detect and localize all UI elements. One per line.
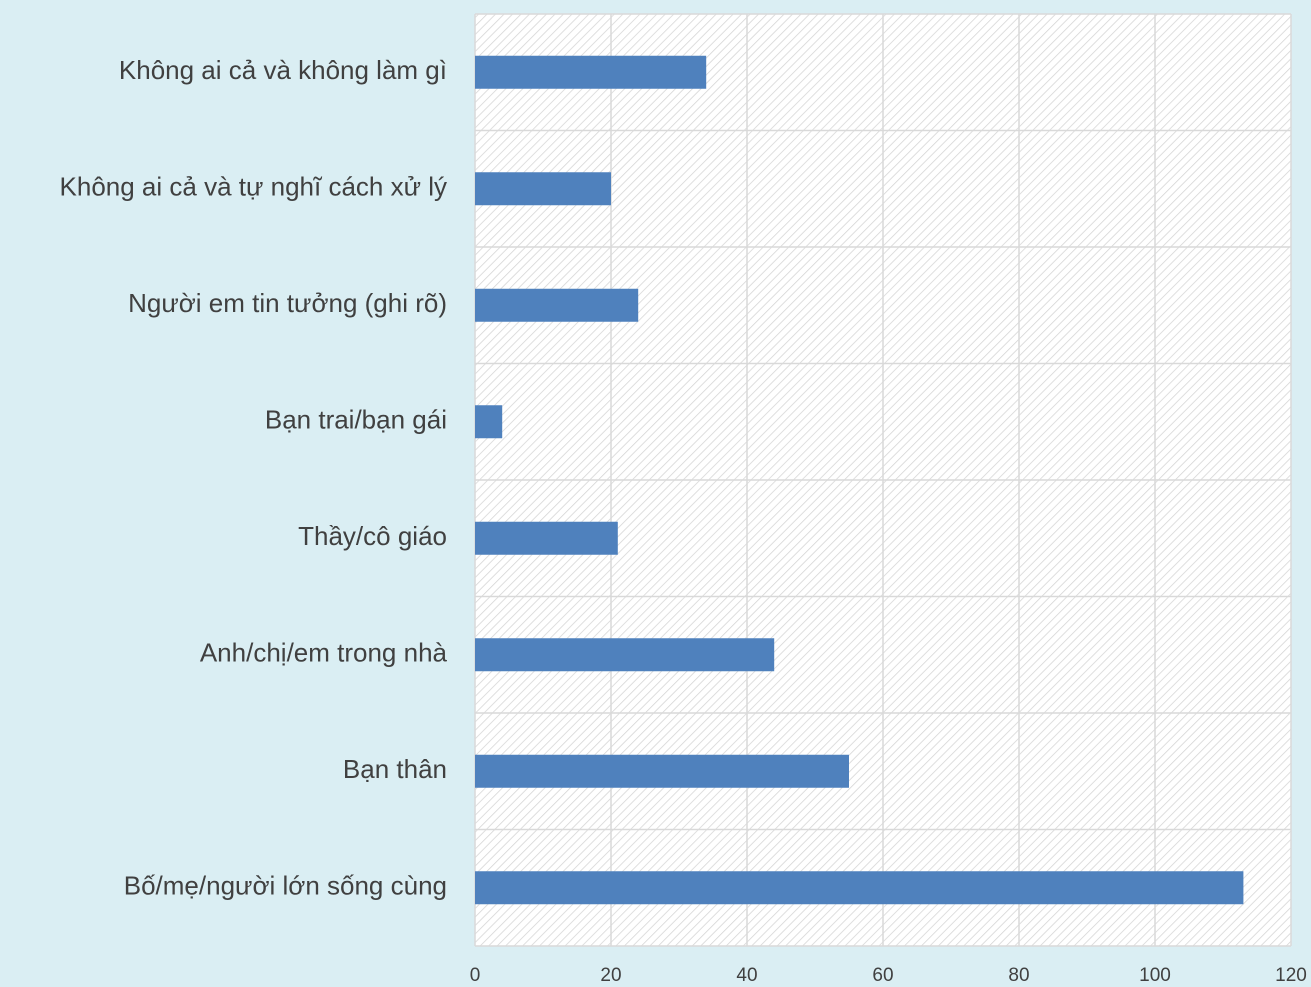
y-tick-label: Anh/chị/em trong nhà (200, 638, 448, 668)
bar (475, 871, 1244, 905)
y-tick-label: Bạn thân (343, 754, 447, 784)
bar (475, 405, 503, 439)
bar (475, 55, 707, 89)
y-tick-label: Người em tin tưởng (ghi rõ) (128, 288, 447, 318)
y-tick-label: Không ai cả và tự nghĩ cách xử lý (60, 172, 447, 202)
y-tick-label: Bố/mẹ/người lớn sống cùng (124, 871, 447, 901)
x-tick-label: 20 (600, 965, 621, 986)
y-tick-label: Bạn trai/bạn gái (265, 405, 447, 435)
bar (475, 638, 775, 672)
x-tick-label: 60 (872, 965, 893, 986)
y-tick-label: Thầy/cô giáo (298, 521, 447, 551)
x-tick-label: 0 (470, 965, 481, 986)
y-tick-label: Không ai cả và không làm gì (119, 55, 447, 85)
bar (475, 172, 611, 206)
x-tick-label: 40 (736, 965, 757, 986)
x-tick-label: 120 (1275, 965, 1307, 986)
x-tick-label: 80 (1008, 965, 1029, 986)
bar (475, 521, 618, 555)
bar (475, 754, 849, 788)
x-tick-label: 100 (1139, 965, 1171, 986)
bar (475, 288, 639, 322)
